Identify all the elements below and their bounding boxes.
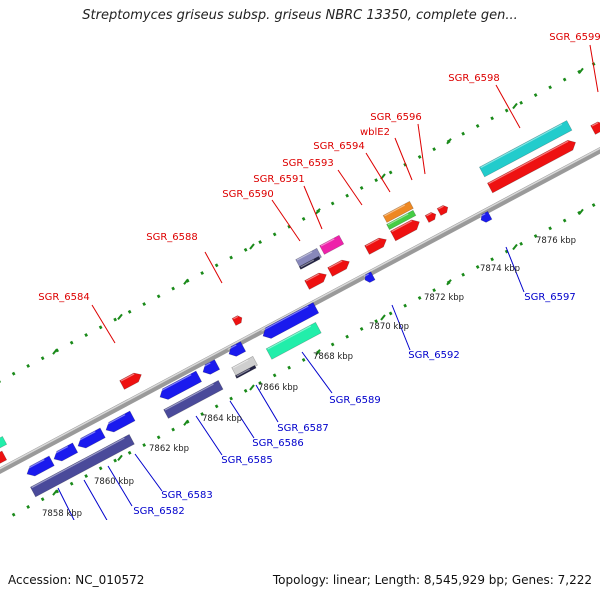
- gene-label[interactable]: SGR_6597: [524, 292, 576, 303]
- scale-tick-label: 7876 kbp: [536, 236, 576, 246]
- gene-feature[interactable]: [382, 200, 414, 223]
- gene-label[interactable]: SGR_6587: [277, 423, 329, 434]
- gene-feature[interactable]: [298, 255, 321, 270]
- scale-tick-label: 7860 kbp: [94, 477, 134, 487]
- gene-label[interactable]: SGR_6584: [38, 292, 90, 303]
- gene-feature[interactable]: [487, 137, 578, 194]
- gene-feature[interactable]: [103, 410, 136, 435]
- gene-feature[interactable]: [231, 314, 244, 326]
- scale-tick-label: 7866 kbp: [258, 383, 298, 393]
- gene-feature[interactable]: [51, 442, 79, 464]
- gene-feature[interactable]: [327, 257, 352, 277]
- genome-map[interactable]: 7858 kbp 7860 kbp 7862 kbp 7864 kbp 7866 kbp…: [0, 0, 600, 520]
- scale-tick-label: 7870 kbp: [369, 322, 409, 332]
- gene-feature[interactable]: [0, 435, 8, 451]
- scale-tick-label: 7864 kbp: [202, 414, 242, 424]
- gene-label[interactable]: SGR_6592: [408, 350, 460, 361]
- gene-label[interactable]: SGR_6588: [146, 232, 198, 243]
- gene-feature[interactable]: [319, 234, 345, 255]
- scale-tick-label: 7874 kbp: [480, 264, 520, 274]
- scale-tick-label: 7872 kbp: [424, 293, 464, 303]
- gene-feature[interactable]: [590, 120, 600, 135]
- gene-feature[interactable]: [163, 379, 224, 419]
- gene-feature[interactable]: [234, 364, 257, 379]
- gene-label[interactable]: wblE2: [360, 127, 390, 138]
- gene-label[interactable]: SGR_6599: [549, 32, 600, 43]
- gene-feature[interactable]: [157, 370, 203, 402]
- gene-feature[interactable]: [386, 209, 417, 231]
- gene-label[interactable]: SGR_6586: [252, 438, 304, 449]
- scale-tick-label: 7868 kbp: [313, 352, 353, 362]
- gene-feature[interactable]: [265, 321, 322, 360]
- gene-feature[interactable]: [363, 271, 376, 284]
- gene-label[interactable]: SGR_6596: [370, 112, 422, 123]
- scale-tick-label: 7862 kbp: [149, 444, 189, 454]
- gene-label[interactable]: SGR_6589: [329, 395, 381, 406]
- scale-tick-label: 7858 kbp: [42, 509, 82, 519]
- gene-feature[interactable]: [30, 433, 135, 498]
- gene-label[interactable]: SGR_6582: [133, 506, 185, 517]
- genome-summary: Topology: linear; Length: 8,545,929 bp; …: [272, 573, 592, 587]
- gene-feature[interactable]: [479, 120, 573, 178]
- gene-feature[interactable]: [226, 341, 247, 359]
- gene-feature[interactable]: [436, 204, 450, 216]
- gene-feature[interactable]: [75, 427, 106, 451]
- gene-feature[interactable]: [24, 455, 55, 479]
- gene-feature[interactable]: [260, 302, 320, 341]
- gene-label[interactable]: SGR_6594: [313, 141, 365, 152]
- gene-feature[interactable]: [119, 370, 144, 390]
- gene-feature[interactable]: [231, 355, 258, 377]
- gene-feature[interactable]: [304, 270, 329, 290]
- gene-feature[interactable]: [364, 235, 389, 255]
- gene-feature[interactable]: [295, 247, 322, 269]
- gene-feature[interactable]: [390, 217, 422, 242]
- gene-feature[interactable]: [479, 210, 493, 224]
- gene-feature[interactable]: [0, 450, 8, 467]
- gene-feature[interactable]: [200, 359, 221, 377]
- gene-label[interactable]: SGR_6591: [253, 174, 305, 185]
- map-title: Streptomyces griseus subsp. griseus NBRC…: [82, 8, 518, 23]
- gene-label[interactable]: SGR_6585: [221, 455, 273, 466]
- gene-label[interactable]: SGR_6590: [222, 189, 274, 200]
- gene-feature[interactable]: [424, 211, 438, 223]
- gene-label[interactable]: SGR_6598: [448, 73, 500, 84]
- gene-label[interactable]: SGR_6593: [282, 158, 334, 169]
- gene-label[interactable]: SGR_6583: [161, 490, 213, 501]
- accession-text: Accession: NC_010572: [8, 573, 145, 587]
